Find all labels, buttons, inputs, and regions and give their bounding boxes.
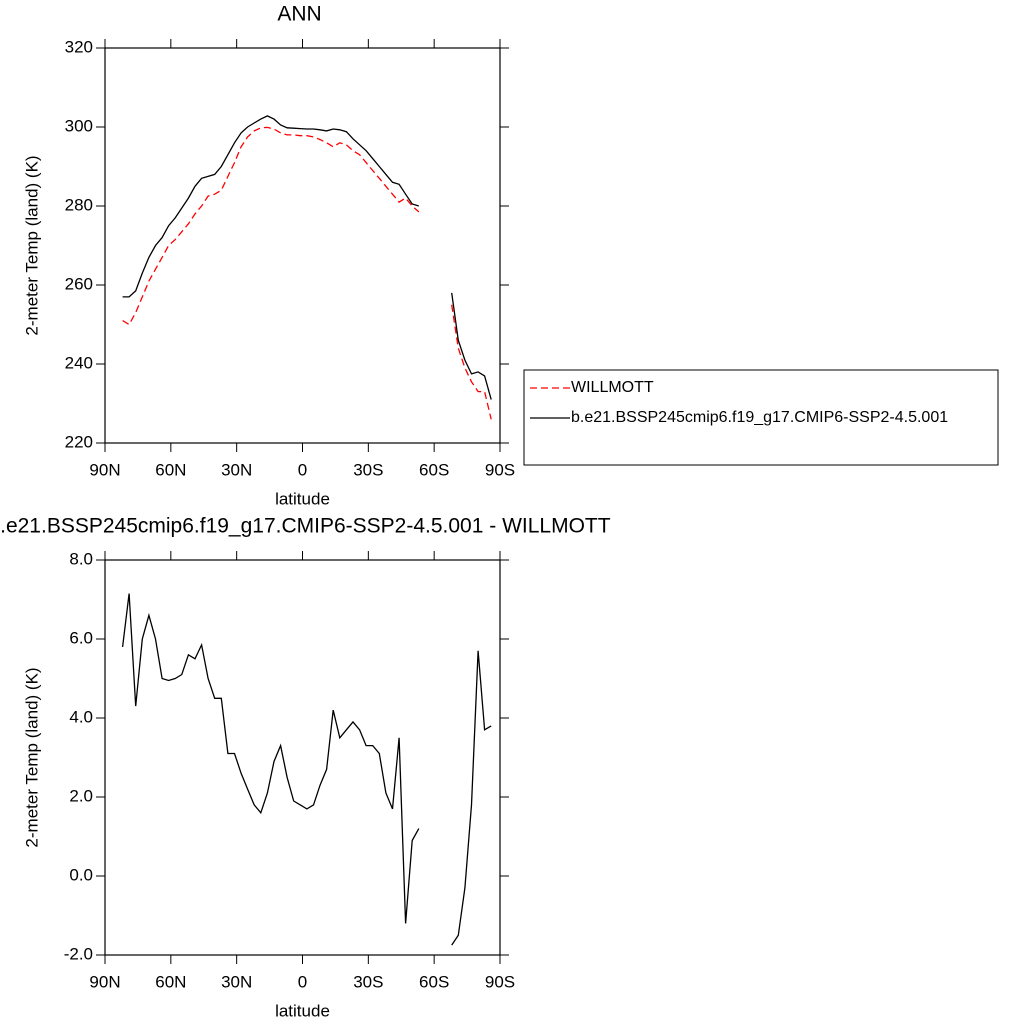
chart-title: ANN <box>277 3 321 26</box>
y-tick-label: 2.0 <box>69 786 93 805</box>
y-axis-label: 2-meter Temp (land) (K) <box>22 155 41 335</box>
x-tick-label: 30S <box>353 972 383 991</box>
plot-frame <box>104 559 501 956</box>
plot-frame <box>104 47 501 444</box>
x-tick-label: 90S <box>485 460 515 479</box>
y-tick-label: 280 <box>65 195 93 214</box>
data-line <box>122 115 419 298</box>
y-tick-label: 260 <box>65 274 93 293</box>
x-tick-label: 30N <box>221 460 252 479</box>
y-tick-label: 240 <box>65 353 93 372</box>
x-tick-label: 90S <box>485 972 515 991</box>
y-tick-label: 6.0 <box>69 628 93 647</box>
x-tick-label: 0 <box>298 460 307 479</box>
x-tick-label: 90N <box>89 972 120 991</box>
data-line <box>122 126 420 326</box>
y-tick-label: 300 <box>65 116 93 135</box>
x-tick-label: 60N <box>155 972 186 991</box>
y-tick-label: 4.0 <box>69 707 93 726</box>
chart-title: b.e21.BSSP245cmip6.f19_g17.CMIP6-SSP2-4.… <box>0 515 611 538</box>
legend-label: b.e21.BSSP245cmip6.f19_g17.CMIP6-SSP2-4.… <box>571 409 948 426</box>
x-tick-label: 60S <box>419 460 449 479</box>
y-axis-label: 2-meter Temp (land) (K) <box>22 667 41 847</box>
data-line <box>451 650 492 946</box>
x-tick-label: 60N <box>155 460 186 479</box>
y-tick-label: -2.0 <box>64 944 93 963</box>
x-tick-label: 90N <box>89 460 120 479</box>
y-tick-label: 0.0 <box>69 865 93 884</box>
data-line <box>121 593 420 924</box>
y-tick-label: 220 <box>65 432 93 451</box>
legend-box <box>523 369 999 466</box>
legend-label: WILLMOTT <box>571 379 654 396</box>
y-tick-label: 8.0 <box>69 549 93 568</box>
x-axis-label: latitude <box>275 489 330 508</box>
x-axis-label: latitude <box>275 1001 330 1020</box>
data-line <box>451 304 492 420</box>
x-tick-label: 30N <box>221 972 252 991</box>
y-tick-label: 320 <box>65 37 93 56</box>
data-line <box>451 292 492 400</box>
x-tick-label: 60S <box>419 972 449 991</box>
x-tick-label: 30S <box>353 460 383 479</box>
x-tick-label: 0 <box>298 972 307 991</box>
